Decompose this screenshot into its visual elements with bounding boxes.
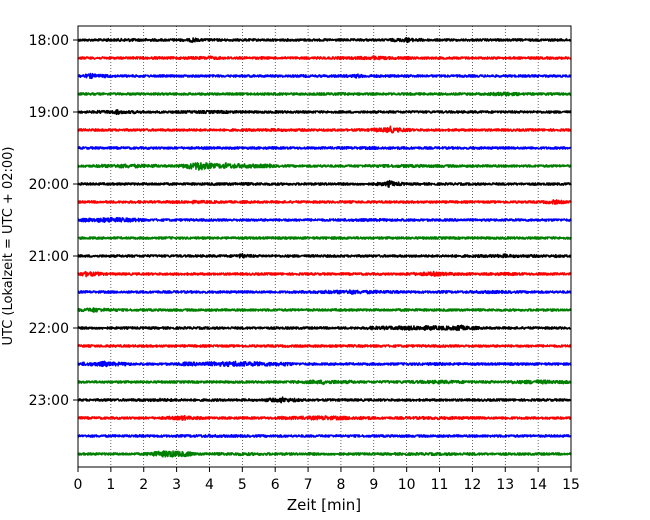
y-axis-ticks: 18:00 19:00 20:00 21:00 22:00 23:00 [29, 33, 78, 409]
trace-row [77, 108, 572, 116]
trace-row [77, 162, 572, 171]
x-tick-label: 13 [496, 477, 514, 493]
y-tick-label: 21:00 [29, 249, 69, 265]
seismic-traces [77, 36, 572, 458]
trace-row [77, 199, 572, 205]
x-tick-label: 3 [172, 477, 181, 493]
trace-row [77, 55, 572, 61]
x-tick-label: 6 [271, 477, 280, 493]
trace-row [77, 324, 572, 332]
trace-row [77, 179, 572, 188]
x-tick-label: 12 [463, 477, 481, 493]
trace-row [77, 36, 572, 44]
trace-row [77, 270, 572, 278]
y-tick-label: 22:00 [29, 321, 69, 337]
x-tick-label: 7 [304, 477, 313, 493]
x-tick-label: 5 [238, 477, 247, 493]
trace-row [77, 289, 572, 296]
x-tick-label: 15 [562, 477, 580, 493]
trace-row [77, 307, 572, 314]
y-axis-title: UTC (Lokalzeit = UTC + 02:00) [1, 147, 16, 346]
x-tick-label: 11 [431, 477, 449, 493]
trace-row [77, 236, 572, 240]
trace-row [77, 91, 572, 97]
plot-frame [77, 25, 572, 468]
trace-row [77, 414, 572, 421]
y-tick-label: 23:00 [29, 393, 69, 409]
trace-row [77, 145, 572, 151]
x-tick-label: 0 [74, 477, 83, 493]
y-tick-label: 19:00 [29, 105, 69, 121]
x-tick-label: 1 [106, 477, 115, 493]
trace-row [77, 450, 572, 458]
x-axis-ticks: 0 1 2 3 4 5 6 7 8 9 10 11 12 13 14 15 [74, 467, 580, 493]
x-axis-title: Zeit [min] [287, 496, 361, 514]
trace-row [77, 360, 572, 368]
x-tick-label: 8 [336, 477, 345, 493]
x-tick-label: 10 [398, 477, 416, 493]
trace-row [77, 125, 572, 134]
y-tick-label: 18:00 [29, 33, 69, 49]
x-tick-label: 2 [139, 477, 148, 493]
trace-row [77, 433, 572, 439]
x-tick-label: 9 [369, 477, 378, 493]
y-tick-label: 20:00 [29, 177, 69, 193]
trace-row [77, 396, 572, 404]
trace-row [77, 344, 572, 348]
trace-row [77, 216, 572, 223]
x-tick-label: 4 [205, 477, 214, 493]
x-tick-label: 14 [529, 477, 547, 493]
trace-row [77, 72, 572, 80]
trace-row [77, 252, 572, 259]
trace-row [77, 379, 572, 386]
